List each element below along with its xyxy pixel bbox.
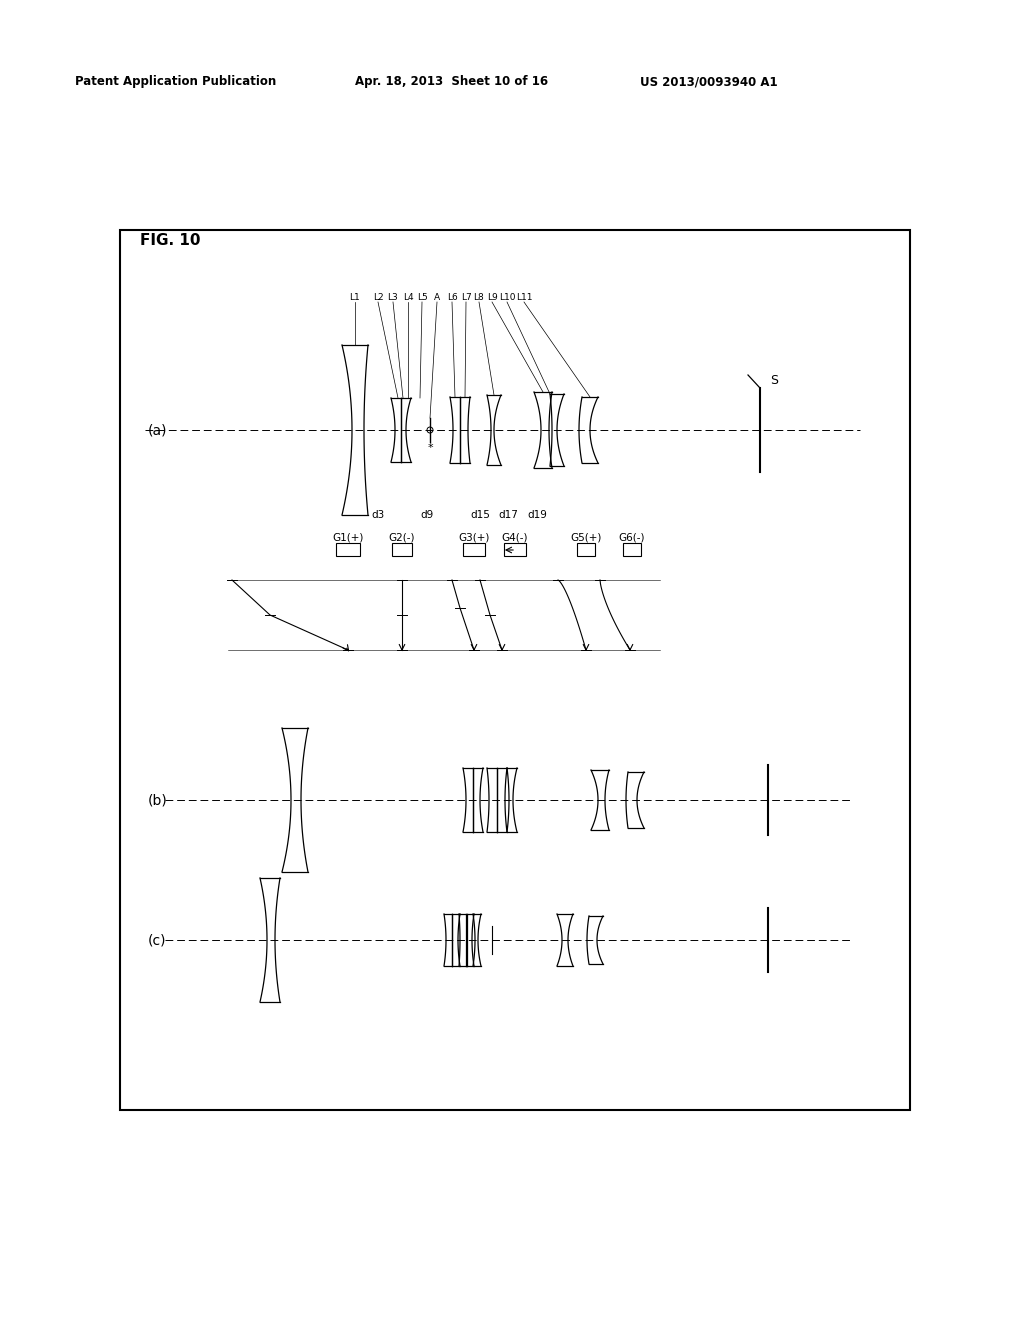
Text: G4(-): G4(-) [502,532,528,543]
Text: G1(+): G1(+) [333,532,364,543]
Text: d3: d3 [372,510,385,520]
Text: S: S [770,374,778,387]
Bar [504,543,526,556]
Text: (a): (a) [148,422,168,437]
Text: L7: L7 [461,293,471,302]
Bar [623,543,641,556]
Text: G2(-): G2(-) [389,532,416,543]
Text: L3: L3 [388,293,398,302]
Bar [120,230,910,1110]
Text: L9: L9 [486,293,498,302]
Text: L2: L2 [373,293,383,302]
Text: G5(+): G5(+) [570,532,602,543]
Text: L6: L6 [446,293,458,302]
Text: L10: L10 [499,293,515,302]
Text: (c): (c) [148,933,167,946]
Text: G3(+): G3(+) [459,532,489,543]
Text: L4: L4 [402,293,414,302]
Bar [392,543,412,556]
Text: L11: L11 [516,293,532,302]
Text: Patent Application Publication: Patent Application Publication [75,75,276,88]
Text: d19: d19 [527,510,547,520]
Bar [577,543,595,556]
Text: d9: d9 [421,510,433,520]
Text: L8: L8 [474,293,484,302]
Text: d15: d15 [470,510,489,520]
Text: L1: L1 [349,293,360,302]
Text: *: * [427,444,433,453]
Text: US 2013/0093940 A1: US 2013/0093940 A1 [640,75,777,88]
Text: (b): (b) [148,793,168,807]
Text: d17: d17 [498,510,518,520]
Text: L5: L5 [417,293,427,302]
Text: FIG. 10: FIG. 10 [140,234,201,248]
Text: Apr. 18, 2013  Sheet 10 of 16: Apr. 18, 2013 Sheet 10 of 16 [355,75,548,88]
Text: A: A [434,293,440,302]
Bar [336,543,360,556]
Bar [463,543,485,556]
Text: G6(-): G6(-) [618,532,645,543]
